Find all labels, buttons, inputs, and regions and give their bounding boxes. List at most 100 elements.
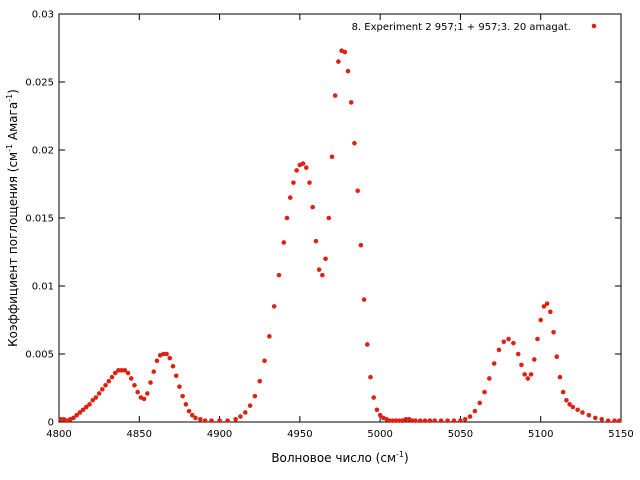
data-point <box>109 374 115 380</box>
x-tick-label: 4850 <box>127 429 152 440</box>
data-point <box>80 407 86 413</box>
data-point <box>348 100 354 105</box>
data-point <box>528 372 534 377</box>
data-point <box>209 418 214 423</box>
x-tick-label: 5000 <box>367 429 392 440</box>
data-point <box>103 382 108 388</box>
data-point <box>336 59 341 64</box>
y-tick-label: 0 <box>48 418 54 429</box>
data-point <box>593 415 598 421</box>
data-point <box>451 418 457 423</box>
data-point <box>617 418 622 423</box>
data-point <box>605 418 611 423</box>
data-point <box>511 340 516 346</box>
data-point <box>374 407 380 413</box>
data-point <box>567 402 572 407</box>
data-point <box>387 418 393 423</box>
data-point <box>506 336 511 342</box>
y-axis-title-tail: ) <box>6 89 20 94</box>
data-point <box>193 415 198 421</box>
data-point <box>548 309 553 315</box>
data-point <box>580 410 585 415</box>
data-point <box>320 272 325 278</box>
data-point <box>173 373 179 379</box>
data-point <box>247 403 253 408</box>
data-point <box>522 372 527 377</box>
data-point <box>225 418 230 423</box>
y-axis-title-superscript-1: -1 <box>5 144 14 152</box>
x-tick-label: 5100 <box>528 429 553 440</box>
legend-marker <box>591 23 597 29</box>
legend: 8. Experiment 2 957;1 + 957;3. 20 amagat… <box>352 22 597 33</box>
data-point <box>303 165 309 170</box>
y-tick-label: 0.005 <box>25 350 54 361</box>
data-point <box>300 161 306 166</box>
y-tick-label: 0.02 <box>32 146 54 157</box>
data-point <box>180 393 185 399</box>
data-point <box>257 378 263 384</box>
data-point <box>472 408 478 414</box>
data-point <box>445 418 450 423</box>
data-point <box>427 418 433 423</box>
data-point <box>467 414 473 419</box>
data-point <box>170 363 176 369</box>
data-point <box>307 180 312 185</box>
data-point <box>276 272 282 278</box>
x-axis-title-text: Волновое число (см <box>271 451 396 465</box>
data-point <box>189 412 195 418</box>
x-axis-title-superscript: -1 <box>396 450 404 459</box>
data-point <box>599 416 605 422</box>
data-point <box>326 215 332 221</box>
data-point <box>267 334 272 339</box>
data-point <box>93 395 99 400</box>
data-point <box>352 140 357 146</box>
y-axis-title: Коэффициент поглощения (см-1 Амага-1) <box>5 89 20 347</box>
y-tick-label: 0.025 <box>25 78 54 89</box>
y-tick-label: 0.03 <box>32 10 54 21</box>
data-point <box>417 418 423 423</box>
y-axis-title-superscript-2: -1 <box>5 94 14 102</box>
data-point <box>368 374 373 380</box>
data-point <box>242 410 248 415</box>
data-point <box>96 391 102 396</box>
data-point <box>122 368 128 373</box>
y-axis: 0 0.005 0.01 0.015 0.02 0.025 0.03 <box>25 10 621 429</box>
data-point <box>77 410 83 415</box>
data-point <box>316 267 322 272</box>
data-point <box>217 418 222 423</box>
data-point <box>58 416 63 422</box>
data-point <box>491 361 497 366</box>
data-point <box>132 382 137 388</box>
data-point <box>586 412 592 418</box>
data-point <box>313 238 319 244</box>
data-point <box>612 418 617 423</box>
data-point <box>413 418 418 423</box>
data-point <box>501 339 507 345</box>
data-point <box>564 397 569 403</box>
data-point <box>329 154 335 160</box>
data-point <box>422 418 428 423</box>
data-point <box>397 418 402 423</box>
data-point <box>116 368 121 373</box>
x-tick-label: 5150 <box>608 429 633 440</box>
x-tick-label: 4950 <box>287 429 312 440</box>
data-point <box>135 389 140 395</box>
y-tick-label: 0.015 <box>25 214 54 225</box>
data-point <box>119 368 124 373</box>
data-point <box>233 416 238 422</box>
y-tick-label: 0.01 <box>32 282 54 293</box>
data-point <box>554 354 560 360</box>
x-axis-title-tail: ) <box>404 451 409 465</box>
data-point <box>519 362 524 368</box>
data-point <box>458 418 463 423</box>
data-point <box>332 93 338 98</box>
data-point <box>361 297 367 302</box>
data-point <box>148 380 153 385</box>
data-point <box>291 180 296 185</box>
data-point <box>393 418 399 423</box>
data-point <box>84 404 89 410</box>
data-point <box>323 256 328 262</box>
x-axis: 4800 4850 4900 4950 5000 5050 5100 5150 <box>46 14 634 440</box>
x-tick-label: 4800 <box>46 429 71 440</box>
data-point <box>358 242 364 248</box>
